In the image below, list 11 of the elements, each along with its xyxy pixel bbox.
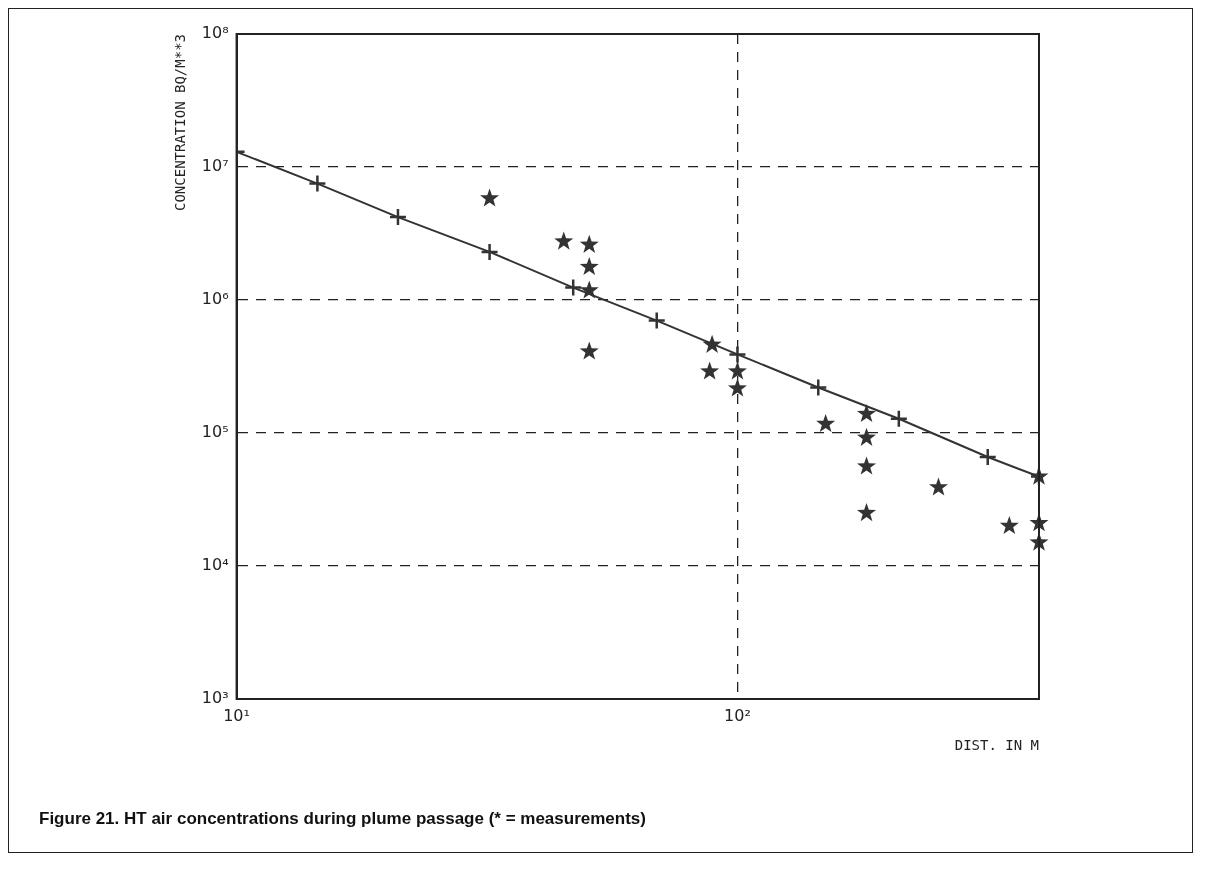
y-tick-label: 10⁷	[201, 156, 229, 176]
y-tick-label: 10⁵	[201, 422, 229, 442]
y-tick-label: 10⁴	[201, 555, 229, 575]
y-tick-label: 10⁶	[201, 289, 229, 309]
y-tick-label: 10³	[201, 688, 229, 708]
y-axis-title: CONCENTRATION BQ/M**3	[172, 34, 189, 212]
x-tick-label: 10¹	[223, 705, 250, 725]
x-axis-title: DIST. IN M	[954, 737, 1039, 754]
y-tick-label: 10⁸	[201, 23, 229, 43]
x-tick-label: 10²	[724, 705, 751, 725]
text: Figure 21. HT air concentrations during plume passage (* = measurements)	[39, 809, 646, 829]
